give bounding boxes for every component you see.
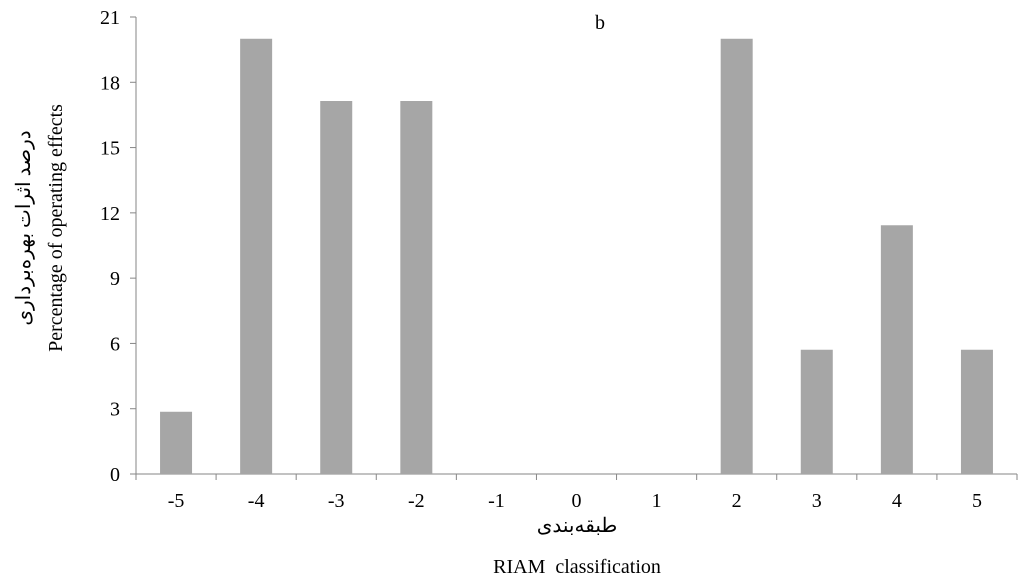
y-tick-label: 6 bbox=[110, 333, 120, 355]
bar bbox=[960, 349, 993, 474]
y-tick-label: 3 bbox=[110, 399, 120, 421]
chart-title: b bbox=[595, 12, 605, 34]
y-tick-label: 9 bbox=[110, 268, 120, 290]
x-tick-label: -5 bbox=[168, 490, 185, 512]
x-tick-label: -3 bbox=[328, 490, 345, 512]
x-tick-label: 2 bbox=[732, 490, 742, 512]
bar bbox=[240, 38, 273, 475]
y-tick-label: 21 bbox=[100, 7, 120, 29]
y-tick-label: 0 bbox=[110, 464, 120, 486]
y-axis-label-en: Percentage of operating effects bbox=[45, 104, 67, 352]
x-tick-label: -4 bbox=[248, 490, 265, 512]
x-tick-label: -2 bbox=[408, 490, 425, 512]
y-tick-label: 18 bbox=[100, 72, 120, 94]
x-ticks: -5 -4 -3 -2 -1 0 1 2 3 4 5 bbox=[135, 474, 1018, 512]
bar bbox=[800, 349, 833, 474]
x-tick-label: 1 bbox=[652, 490, 662, 512]
bar bbox=[720, 38, 753, 475]
y-axis-label-fa: درصد اثرات بهره‌برداری bbox=[13, 130, 35, 325]
x-axis-label-fa: طبقه‌بندی bbox=[537, 515, 618, 537]
bars bbox=[160, 38, 993, 475]
y-tick-label: 15 bbox=[100, 138, 120, 160]
x-tick-label: -1 bbox=[488, 490, 505, 512]
x-axis-label-en: RIAM classification bbox=[493, 556, 661, 578]
bar bbox=[160, 411, 193, 474]
x-tick-label: 0 bbox=[572, 490, 582, 512]
y-ticks: 0 3 6 9 12 15 18 21 bbox=[100, 7, 136, 486]
axes bbox=[135, 17, 1017, 475]
bar bbox=[400, 101, 433, 475]
bar bbox=[880, 225, 913, 474]
y-tick-label: 12 bbox=[100, 203, 120, 225]
x-tick-label: 4 bbox=[892, 490, 902, 512]
bar bbox=[320, 101, 353, 475]
x-tick-label: 5 bbox=[972, 490, 982, 512]
x-tick-label: 3 bbox=[812, 490, 822, 512]
